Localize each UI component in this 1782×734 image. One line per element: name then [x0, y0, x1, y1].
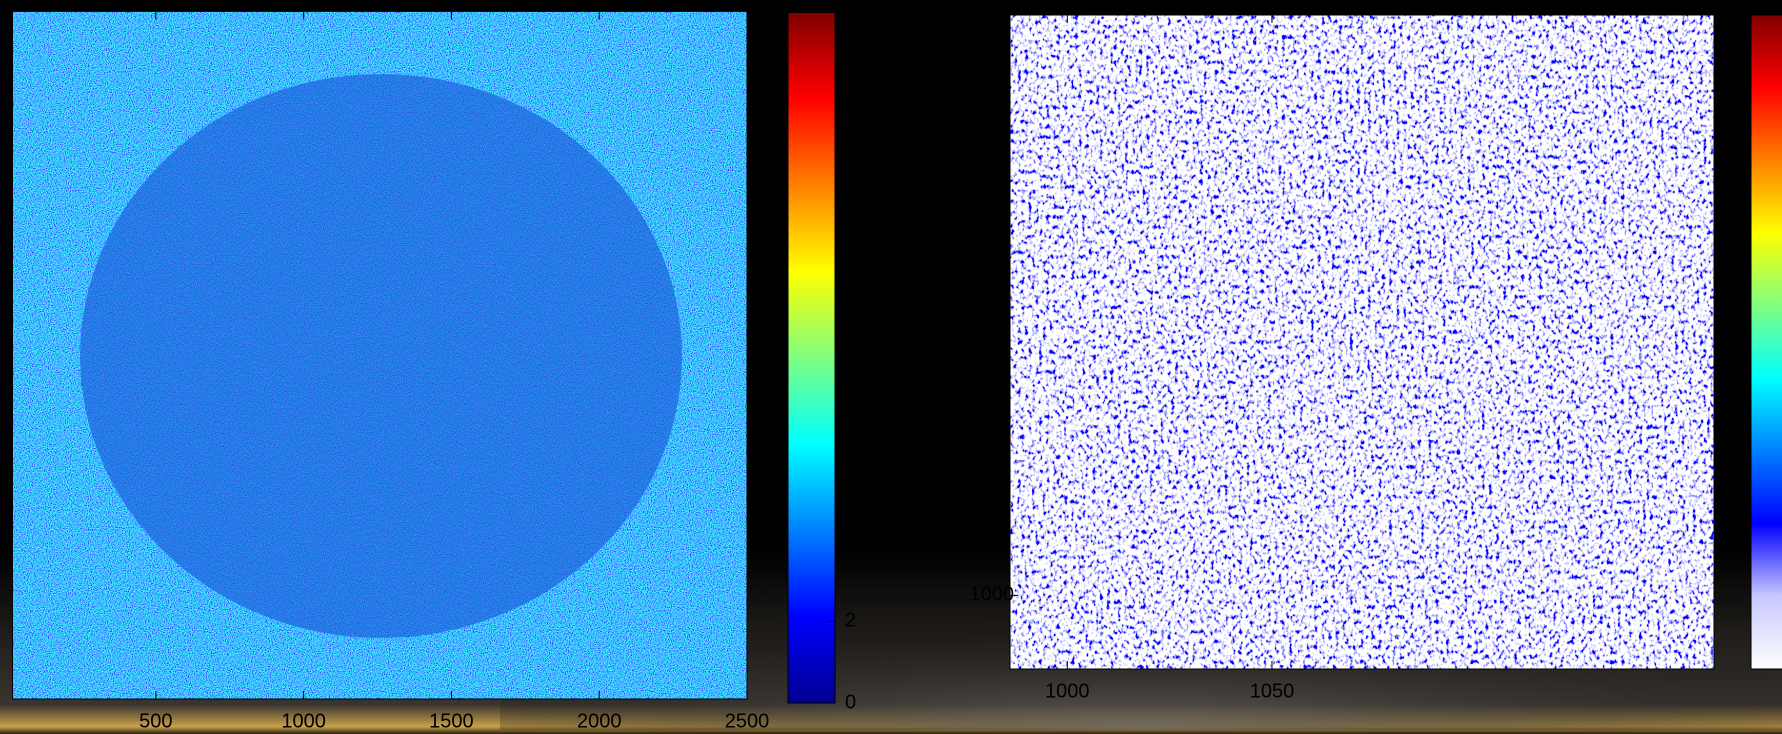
x-tick-label: 1500 [429, 710, 474, 732]
x-tick-label: 2500 [725, 710, 770, 732]
screen: 500 1000 1500 2000 2500 0 2 1000 1050 1000 [0, 0, 1782, 734]
x-tick-label: 1000 [281, 710, 326, 732]
page: 500100015002000250002100010501000 (() =>… [0, 0, 1782, 734]
y-tick-label: 1000 [970, 584, 1015, 606]
x-tick-label: 2000 [577, 710, 622, 732]
x-tick-label: 1050 [1250, 680, 1295, 702]
x-tick-label: 1000 [1045, 680, 1090, 702]
right-image [1010, 15, 1714, 669]
x-tick-label: 500 [139, 710, 172, 732]
left-image [13, 11, 748, 699]
colorbar [1751, 15, 1782, 669]
colorbar [788, 13, 835, 704]
colorbar-tick-label: 0 [845, 691, 856, 713]
colorbar-tick-label: 2 [845, 610, 856, 632]
heatmap-noise [1010, 15, 1714, 669]
